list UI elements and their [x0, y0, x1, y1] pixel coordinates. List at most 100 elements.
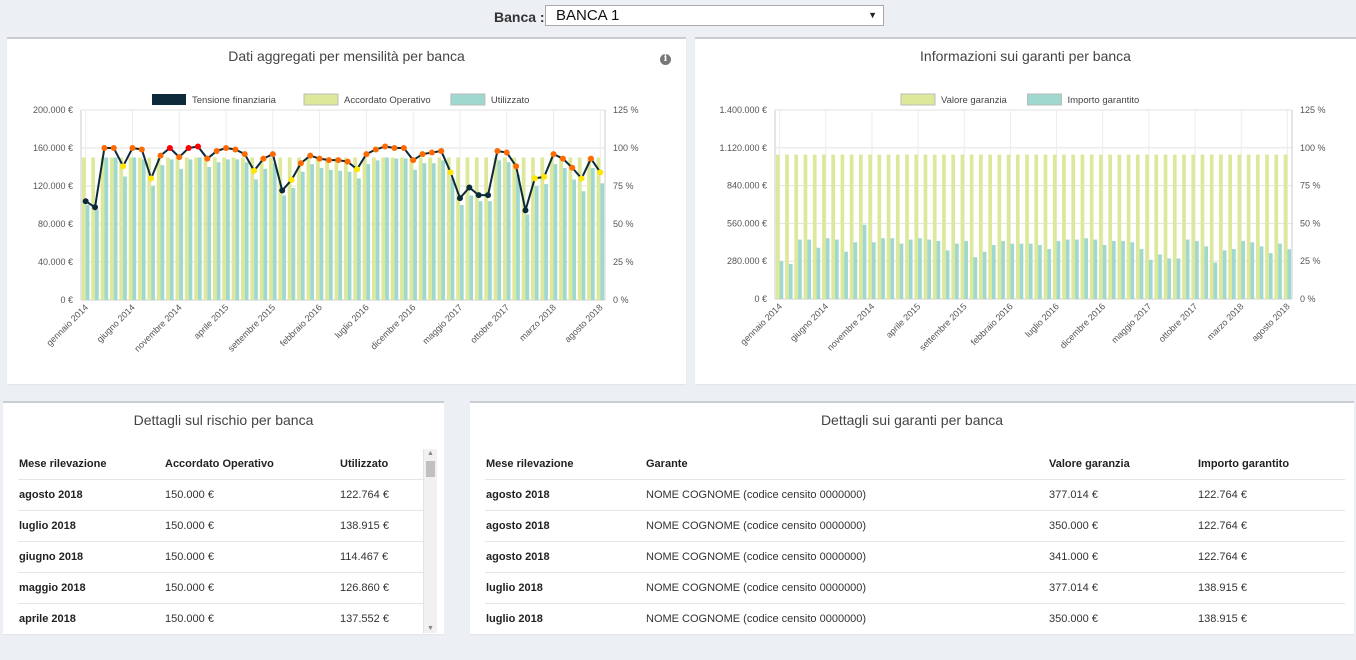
bar — [319, 167, 324, 300]
column-header[interactable]: Mese rilevazione — [486, 457, 574, 470]
line-point — [485, 192, 492, 199]
line-point — [101, 145, 108, 151]
bar — [927, 239, 932, 299]
bar — [166, 157, 170, 300]
cell-guaranteed-amount: 138.915 € — [1197, 571, 1345, 603]
bar — [788, 263, 793, 299]
bar — [1255, 154, 1260, 299]
bar — [849, 154, 854, 299]
bar — [456, 157, 460, 300]
line-point — [475, 192, 482, 199]
table-row[interactable]: luglio 2018 150.000 €138.915 € — [18, 509, 423, 541]
line-point — [503, 149, 510, 156]
bar — [428, 157, 432, 300]
y2-tick-label: 0 % — [613, 295, 629, 305]
bar — [590, 168, 595, 300]
cell-guarantor: NOME COGNOME (codice censito 0000000) — [645, 540, 1048, 572]
column-header[interactable]: Mese rilevazione — [19, 457, 107, 470]
bar — [936, 240, 941, 299]
x-tick-label: gennaio 2014 — [738, 301, 784, 347]
cell-guarantee-value: 341.000 € — [1048, 540, 1197, 572]
table-row[interactable]: aprile 2018 150.000 €137.552 € — [18, 602, 423, 634]
table-row[interactable]: giugno 2018 150.000 €114.467 € — [18, 540, 423, 572]
panel-guarantors-info: Informazioni sui garanti per banca 0 €0 … — [695, 37, 1356, 384]
line-point — [372, 146, 379, 153]
bar — [207, 167, 212, 300]
bar — [549, 157, 554, 300]
bank-select[interactable]: BANCA 1 ▼ — [545, 5, 884, 26]
line-point — [335, 157, 342, 164]
bar — [1283, 154, 1288, 299]
bar — [531, 157, 535, 300]
line-point — [597, 169, 604, 176]
line-point — [166, 145, 173, 151]
legend-label: Utilizzato — [491, 95, 530, 106]
column-header[interactable]: Importo garantito — [1198, 457, 1290, 470]
bar — [1121, 240, 1125, 299]
bar — [1278, 243, 1282, 299]
line-point — [110, 145, 117, 151]
table-row[interactable]: luglio 2018 NOME COGNOME (codice censito … — [485, 571, 1345, 603]
line-point — [391, 145, 398, 151]
bar — [1080, 154, 1085, 299]
table-row[interactable]: agosto 2018 NOME COGNOME (codice censito … — [485, 478, 1345, 510]
cell-guarantor: NOME COGNOME (codice censito 0000000) — [645, 478, 1048, 510]
bar — [179, 168, 183, 300]
line-point — [241, 151, 248, 158]
line-point — [307, 152, 314, 159]
scrollbar-thumb[interactable] — [426, 461, 435, 477]
table-row[interactable]: luglio 2018 NOME COGNOME (codice censito … — [485, 602, 1345, 634]
column-header[interactable]: Valore garanzia — [1049, 457, 1130, 470]
bar — [269, 157, 273, 300]
table-row[interactable]: agosto 2018 NOME COGNOME (codice censito … — [485, 540, 1345, 572]
scroll-up-icon[interactable]: ▲ — [427, 450, 434, 457]
bar — [474, 157, 479, 300]
panel-title: Dettagli sui garanti per banca — [820, 412, 1004, 428]
cell-granted: 150.000 € — [164, 509, 339, 541]
bar — [581, 191, 586, 300]
cell-month: luglio 2018 — [485, 571, 645, 603]
bar — [1089, 154, 1094, 299]
bar — [306, 157, 311, 300]
line-point — [587, 155, 594, 162]
line-point — [288, 176, 295, 183]
bar — [587, 157, 591, 300]
column-header[interactable]: Garante — [646, 457, 688, 470]
x-tick-label: agosto 2018 — [563, 302, 605, 344]
x-tick-label: marzo 2018 — [1205, 301, 1246, 342]
bar — [503, 157, 507, 300]
info-icon[interactable]: i — [660, 54, 671, 65]
cell-month: luglio 2018 — [485, 602, 645, 634]
column-header[interactable]: Utilizzato — [340, 457, 389, 470]
scroll-down-icon[interactable]: ▼ — [427, 625, 434, 632]
bar — [1246, 154, 1251, 299]
table-row[interactable]: agosto 2018 150.000 €122.764 € — [18, 478, 423, 510]
bar — [559, 157, 563, 300]
bar — [822, 154, 826, 299]
legend-label: Importo garantito — [1068, 95, 1140, 106]
y-tick-label: 40.000 € — [38, 257, 73, 267]
bar — [110, 157, 114, 300]
table-row[interactable]: maggio 2018 150.000 €126.860 € — [18, 571, 423, 603]
bar — [1241, 240, 1245, 299]
bar — [568, 157, 573, 300]
table-scrollbar[interactable]: ▲ ▼ — [423, 449, 437, 633]
cell-granted: 150.000 € — [164, 602, 339, 634]
bar — [385, 157, 389, 300]
column-header[interactable]: Accordato Operativo — [165, 457, 274, 470]
line-point — [213, 148, 220, 155]
line-point — [269, 151, 276, 158]
bar — [381, 157, 386, 300]
x-tick-label: novembre 2014 — [825, 301, 876, 352]
bar — [1237, 154, 1242, 299]
bar — [544, 184, 548, 300]
bar — [300, 171, 305, 300]
bar — [918, 238, 922, 299]
line-point — [578, 175, 585, 182]
table-row[interactable]: agosto 2018 NOME COGNOME (codice censito … — [485, 509, 1345, 541]
bar — [263, 168, 268, 300]
cell-guarantee-value: 350.000 € — [1048, 602, 1197, 634]
bar — [1228, 154, 1232, 299]
panel-aggregated-data: Dati aggregati per mensilità per banca i… — [7, 37, 686, 384]
bar — [1139, 249, 1144, 299]
